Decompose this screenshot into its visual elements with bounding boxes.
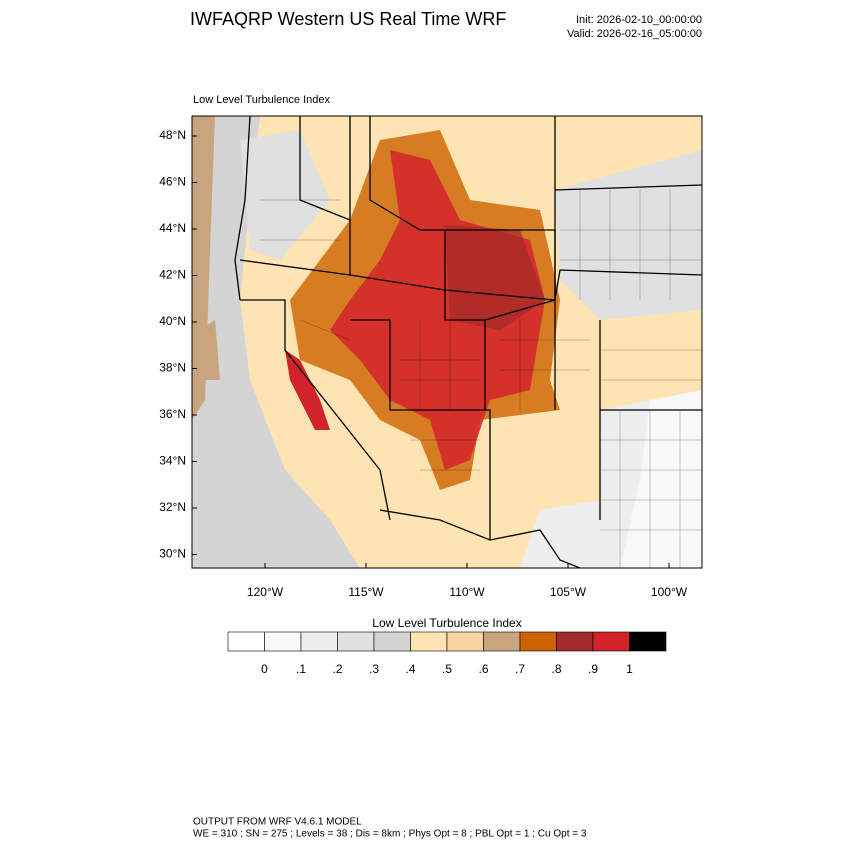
colorbar-label: .7 (515, 662, 525, 676)
lon-label: 115°W (348, 585, 384, 599)
colorbar-box (300, 631, 338, 652)
colorbar-box (592, 631, 630, 652)
colorbar-label: 0 (261, 662, 268, 676)
title: IWFAQRP Western US Real Time WRF (190, 9, 506, 29)
valid-time: Valid: 2026-02-16_05:00:00 (567, 28, 702, 40)
colorbar-label: .9 (588, 662, 598, 676)
lat-label: 48°N (159, 128, 186, 142)
colorbar-box (446, 631, 484, 652)
lon-label: 120°W (247, 585, 284, 599)
colorbar-box (556, 631, 594, 652)
init-time: Init: 2026-02-10_00:00:00 (576, 14, 702, 26)
colorbar-box (410, 631, 448, 652)
colorbar-label: .1 (296, 662, 306, 676)
lat-label: 30°N (159, 547, 186, 561)
lat-label: 42°N (159, 268, 186, 282)
colorbar-box (629, 631, 667, 652)
colorbar-box (227, 631, 265, 652)
lat-label: 44°N (159, 221, 186, 235)
colorbar-box (483, 631, 521, 652)
lat-label: 40°N (159, 314, 186, 328)
footer-line: WE = 310 ; SN = 275 ; Levels = 38 ; Dis … (193, 829, 587, 840)
map (192, 116, 702, 568)
lat-label: 34°N (159, 454, 186, 468)
colorbar-label: .8 (551, 662, 561, 676)
colorbar-label: 1 (626, 662, 633, 676)
map-title: Low Level Turbulence Index (193, 94, 330, 106)
colorbar-label: .2 (332, 662, 342, 676)
colorbar-box (264, 631, 302, 652)
lat-label: 38°N (159, 361, 186, 375)
lat-label: 36°N (159, 407, 186, 421)
map-frame (191, 115, 703, 569)
lon-label: 110°W (449, 585, 485, 599)
lat-label: 32°N (159, 500, 186, 514)
colorbar-box (373, 631, 411, 652)
lon-label: 105°W (550, 585, 587, 599)
colorbar-label: .4 (405, 662, 415, 676)
colorbar-title: Low Level Turbulence Index (372, 616, 521, 630)
colorbar-box (519, 631, 557, 652)
colorbar-label: .6 (478, 662, 488, 676)
colorbar-label: .5 (442, 662, 452, 676)
footer-line: OUTPUT FROM WRF V4.6.1 MODEL (193, 817, 362, 828)
colorbar-box (337, 631, 375, 652)
colorbar-label: .3 (369, 662, 379, 676)
lat-label: 46°N (159, 175, 186, 189)
lon-label: 100°W (651, 585, 688, 599)
